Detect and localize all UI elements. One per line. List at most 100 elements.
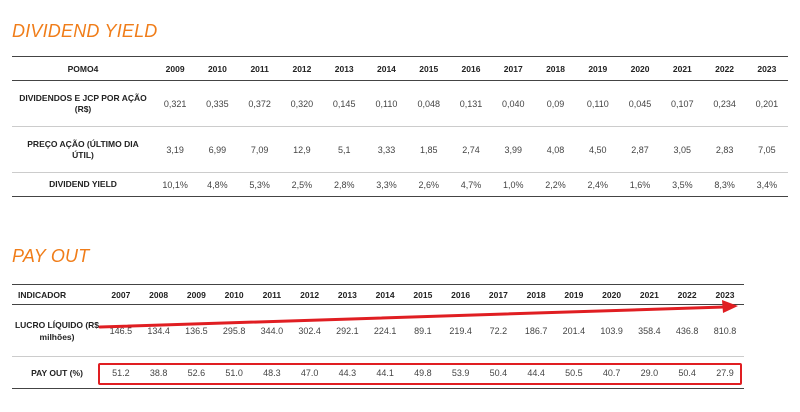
po-cell: 302.4 bbox=[298, 325, 321, 336]
dy-cell: 0,045 bbox=[628, 98, 652, 109]
dy-cell: 0,048 bbox=[417, 98, 440, 109]
dy-year-header: 2020 bbox=[630, 63, 650, 74]
po-cell: 47.0 bbox=[300, 367, 319, 378]
dy-cell: 4,50 bbox=[589, 144, 607, 155]
po-cell: 51.2 bbox=[112, 367, 130, 378]
po-cell: 810.8 bbox=[713, 325, 737, 336]
dy-cell: 10,1% bbox=[162, 179, 188, 190]
dy-cell: 2,6% bbox=[418, 179, 439, 190]
po-cell: 49.8 bbox=[414, 367, 432, 378]
dy-cell: 2,87 bbox=[631, 144, 649, 155]
dy-cell: 2,8% bbox=[333, 179, 355, 190]
po-header-label: INDICADOR bbox=[18, 289, 67, 300]
po-year-header: 2018 bbox=[526, 289, 546, 300]
po-row-label: PAY OUT (%) bbox=[31, 367, 83, 378]
dy-cell: 7,09 bbox=[250, 144, 269, 155]
dy-year-header: 2009 bbox=[165, 63, 185, 74]
dy-year-header: 2018 bbox=[546, 63, 565, 74]
po-cell: 44.4 bbox=[527, 367, 545, 378]
pay-out-title: PAY OUT bbox=[12, 246, 90, 266]
dy-year-header: 2019 bbox=[588, 63, 608, 74]
dy-year-header: 2022 bbox=[715, 63, 735, 74]
pay-out-table: INDICADOR 2007 2008 2009 2010 2011 2012 2013 201… bbox=[12, 284, 744, 389]
dy-cell: 2,4% bbox=[587, 179, 609, 190]
dy-cell: 0,110 bbox=[375, 98, 398, 109]
po-year-header: 2010 bbox=[224, 289, 244, 300]
dy-table-row: PREÇO AÇÃO (ÚLTIMO DIA ÚTIL) 3,19 6,99 7,09… bbox=[12, 127, 788, 173]
po-year-header: 2017 bbox=[488, 289, 508, 300]
po-year-header: 2019 bbox=[564, 289, 584, 300]
dy-cell: 1,6% bbox=[629, 179, 651, 190]
po-cell: 201.4 bbox=[562, 325, 586, 336]
po-year-header: 2012 bbox=[300, 289, 320, 300]
dy-header-row: POMO4 2009 2010 2011 2012 2013 2014 2015 2016 201… bbox=[12, 56, 788, 81]
po-cell: 224.1 bbox=[373, 325, 397, 336]
dividend-yield-title: DIVIDEND YIELD bbox=[12, 21, 158, 41]
dy-year-header: 2017 bbox=[503, 63, 523, 74]
po-cell: 29.0 bbox=[640, 367, 659, 378]
po-cell: 295.8 bbox=[222, 325, 246, 336]
dy-year-header: 2012 bbox=[292, 63, 312, 74]
po-year-header: 2013 bbox=[337, 289, 357, 300]
po-cell: 72.2 bbox=[489, 325, 508, 336]
dy-cell: 0,335 bbox=[206, 98, 229, 109]
dy-row-label: PREÇO AÇÃO (ÚLTIMO DIA ÚTIL) bbox=[27, 138, 139, 160]
dy-cell: 0,09 bbox=[546, 98, 565, 109]
po-cell: 52.6 bbox=[187, 367, 206, 378]
dy-year-header: 2010 bbox=[207, 63, 227, 74]
po-row-label: LUCRO LÍQUIDO (R$ milhões) bbox=[14, 319, 100, 342]
dy-cell: 0,320 bbox=[290, 98, 314, 109]
dy-cell: 4,7% bbox=[460, 179, 482, 190]
po-cell: 103.9 bbox=[600, 325, 623, 336]
dy-cell: 2,74 bbox=[462, 144, 480, 155]
dy-cell: 0,131 bbox=[459, 98, 483, 109]
dy-table-row: DIVIDENDOS E JCP POR AÇÃO (R$) 0,321 0,335… bbox=[12, 81, 788, 127]
dy-cell: 0,145 bbox=[332, 98, 356, 109]
dy-year-header: 2016 bbox=[461, 63, 481, 74]
po-year-header: 2016 bbox=[451, 289, 471, 300]
po-year-header: 2009 bbox=[186, 289, 206, 300]
dy-cell: 0,110 bbox=[586, 98, 609, 109]
dy-cell: 3,05 bbox=[673, 144, 692, 155]
po-year-header: 2023 bbox=[715, 289, 735, 300]
dy-cell: 3,3% bbox=[376, 179, 397, 190]
po-cell: 44.3 bbox=[338, 367, 357, 378]
dy-cell: 0,040 bbox=[501, 98, 525, 109]
dy-cell: 6,99 bbox=[208, 144, 227, 155]
po-cell: 134.4 bbox=[147, 325, 170, 336]
dividend-yield-table: POMO4 2009 2010 2011 2012 2013 2014 2015 2016 201… bbox=[12, 56, 788, 197]
dy-cell: 0,234 bbox=[713, 98, 736, 109]
po-cell: 186.7 bbox=[524, 325, 548, 336]
dy-header-label: POMO4 bbox=[67, 63, 99, 74]
po-cell: 53.9 bbox=[451, 367, 470, 378]
po-table-row: PAY OUT (%) 51.2 38.8 52.6 51.0 48.3 47.0 44.3 4… bbox=[12, 356, 744, 389]
dy-cell: 7,05 bbox=[758, 144, 776, 155]
dy-cell: 4,08 bbox=[546, 144, 565, 155]
dy-cell: 0,321 bbox=[163, 98, 187, 109]
po-year-header: 2015 bbox=[413, 289, 433, 300]
po-year-header: 2011 bbox=[262, 289, 282, 300]
po-year-header: 2021 bbox=[639, 289, 659, 300]
po-year-header: 2007 bbox=[111, 289, 131, 300]
po-cell: 27.9 bbox=[716, 367, 734, 378]
dy-cell: 4,8% bbox=[207, 179, 228, 190]
dy-year-header: 2021 bbox=[672, 63, 692, 74]
po-year-header: 2008 bbox=[149, 289, 169, 300]
po-cell: 292.1 bbox=[336, 325, 359, 336]
po-year-header: 2014 bbox=[375, 289, 395, 300]
dy-cell: 3,99 bbox=[504, 144, 523, 155]
dy-year-header: 2014 bbox=[377, 63, 396, 74]
po-year-header: 2020 bbox=[602, 289, 622, 300]
po-cell: 89.1 bbox=[414, 325, 432, 336]
dy-year-header: 2023 bbox=[757, 63, 777, 74]
po-cell: 51.0 bbox=[225, 367, 243, 378]
dy-row-label: DIVIDEND YIELD bbox=[49, 179, 117, 189]
po-cell: 358.4 bbox=[638, 325, 661, 336]
dy-cell: 1,0% bbox=[503, 179, 524, 190]
po-cell: 44.1 bbox=[376, 367, 394, 378]
dy-cell: 3,19 bbox=[166, 144, 184, 155]
dy-cell: 0,201 bbox=[755, 98, 779, 109]
dy-cell: 5,3% bbox=[249, 179, 270, 190]
dy-year-header: 2013 bbox=[334, 63, 354, 74]
dy-cell: 0,107 bbox=[671, 98, 694, 109]
